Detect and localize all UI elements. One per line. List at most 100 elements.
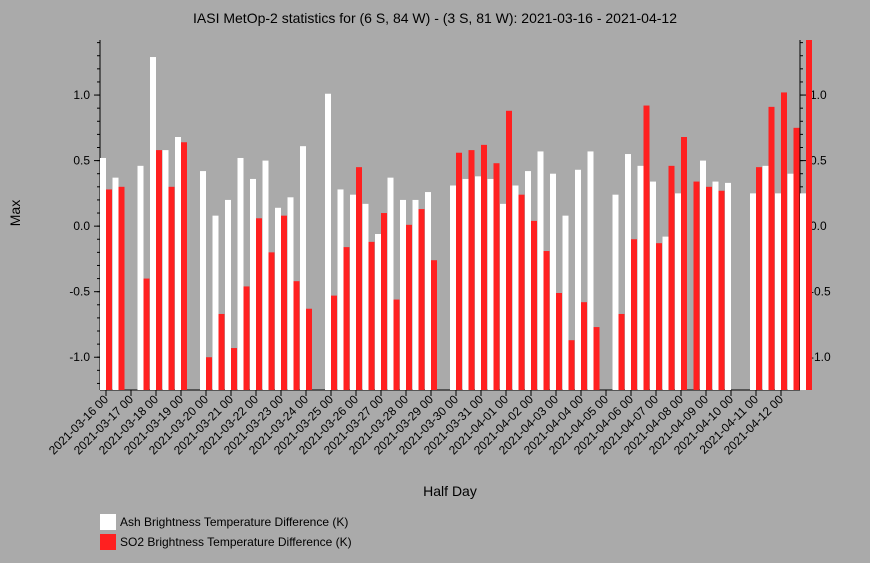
ash-bar [675, 193, 681, 390]
y-tick-label-right: -1.0 [810, 350, 831, 364]
ash-bar [225, 199, 231, 390]
so2-bar [218, 313, 225, 390]
so2-bar [781, 92, 787, 391]
chart-title: IASI MetOp-2 statistics for (6 S, 84 W) … [193, 10, 677, 26]
ash-bar [375, 234, 381, 390]
ash-bar [800, 193, 806, 390]
ash-bar [525, 171, 531, 390]
y-tick-label-right: 1.0 [810, 88, 827, 102]
so2-bar [656, 243, 662, 390]
ash-bar [462, 178, 469, 390]
so2-bar [256, 218, 262, 390]
so2-bar [431, 260, 437, 390]
ash-bar [775, 193, 781, 390]
y-tick-label-right: 0.5 [810, 154, 827, 168]
ash-bar [275, 207, 281, 390]
ash-bar [750, 193, 756, 390]
ash-bar [625, 154, 631, 390]
so2-bar [506, 110, 512, 391]
legend-label-so2: SO2 Brightness Temperature Difference (K… [120, 535, 352, 549]
ash-bar [662, 236, 669, 390]
y-tick-label-left: 0.5 [73, 154, 90, 168]
ash-bar [612, 194, 619, 390]
ash-bar [512, 185, 519, 390]
so2-bar [631, 239, 637, 390]
ash-bar [537, 151, 544, 390]
ash-bar [300, 146, 306, 390]
so2-bar [618, 313, 625, 390]
legend-swatch-so2 [100, 534, 116, 550]
ash-bar [550, 173, 556, 390]
ash-bar [700, 160, 706, 390]
so2-bar [281, 215, 287, 390]
so2-bar [156, 150, 162, 390]
legend-item-so2: SO2 Brightness Temperature Difference (K… [100, 532, 352, 552]
so2-bar [418, 209, 425, 390]
ash-bar [787, 173, 794, 390]
so2-bar [518, 194, 525, 390]
so2-bar [556, 292, 562, 390]
y-tick-label-left: -0.5 [69, 285, 90, 299]
legend-item-ash: Ash Brightness Temperature Difference (K… [100, 512, 352, 532]
so2-bar [468, 150, 475, 390]
ash-bar [725, 182, 731, 390]
y-tick-label-left: 0.0 [73, 219, 90, 233]
ash-bar [575, 169, 581, 390]
ash-bar [287, 197, 294, 390]
legend-swatch-ash [100, 514, 116, 530]
ash-bar [212, 215, 219, 390]
ash-bar [237, 157, 244, 390]
legend: Ash Brightness Temperature Difference (K… [100, 512, 352, 552]
so2-bar [168, 186, 175, 390]
so2-bar [718, 190, 725, 390]
ash-bar [162, 150, 169, 390]
ash-bar [412, 199, 419, 390]
ash-bar [500, 203, 506, 390]
so2-bar [593, 327, 600, 390]
so2-bar [793, 127, 800, 391]
so2-bar [481, 144, 487, 390]
ash-bar [200, 171, 206, 390]
so2-bar [406, 224, 412, 390]
y-tick-label-left: -1.0 [69, 350, 90, 364]
ash-bar [387, 177, 394, 390]
so2-bar [106, 189, 112, 390]
so2-bar [206, 357, 212, 390]
so2-bar [806, 40, 812, 390]
so2-bar [393, 299, 400, 390]
ash-bar [425, 192, 431, 390]
so2-bar [293, 281, 300, 390]
so2-bar [368, 241, 375, 390]
y-tick-label-left: 1.0 [73, 88, 90, 102]
ash-bar [637, 165, 644, 390]
so2-bar [531, 220, 537, 390]
so2-bar [381, 213, 387, 390]
ash-bar [100, 157, 106, 390]
so2-bar [756, 167, 762, 390]
so2-bar [118, 186, 125, 390]
so2-bar [456, 152, 462, 390]
so2-bar [768, 106, 775, 390]
ash-bar [562, 215, 569, 390]
ash-bar [137, 165, 144, 390]
so2-bar [493, 163, 500, 390]
ash-bar [587, 151, 594, 390]
so2-bar [693, 181, 700, 390]
legend-label-ash: Ash Brightness Temperature Difference (K… [120, 515, 349, 529]
so2-bar [681, 137, 687, 390]
ash-bar [337, 189, 344, 390]
ash-bar [762, 165, 769, 390]
ash-bar [650, 181, 656, 390]
so2-bar [231, 348, 237, 390]
ash-bar [175, 137, 181, 390]
ash-bar [325, 93, 331, 391]
so2-bar [343, 247, 350, 390]
ash-bar [112, 177, 119, 390]
ash-bar [475, 176, 481, 390]
so2-bar [543, 251, 550, 390]
x-axis-label: Half Day [423, 483, 477, 499]
so2-bar [243, 286, 250, 390]
chart-area: -1.0 -1.0-0.5 -0.50.0 0.00.5 0.51.0 1.02021-0… [46, 40, 831, 457]
so2-bar [268, 252, 275, 390]
ash-bar [400, 199, 406, 390]
